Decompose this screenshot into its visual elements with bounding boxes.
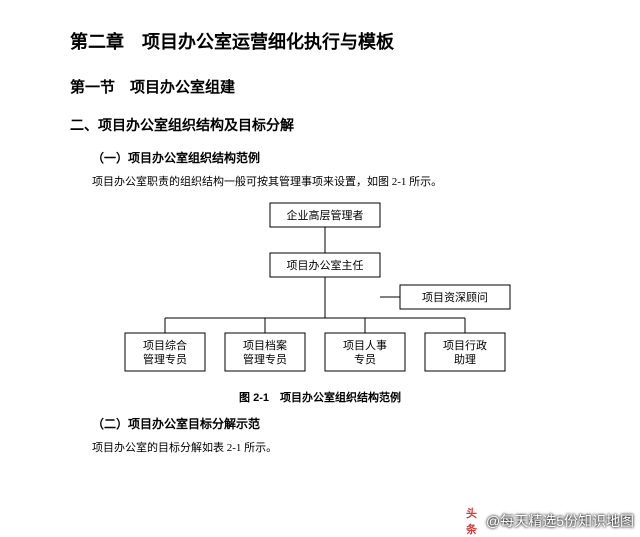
document-page: 第二章 项目办公室运营细化执行与模板 第一节 项目办公室组建 二、项目办公室组织… (0, 0, 640, 457)
svg-text:管理专员: 管理专员 (243, 352, 287, 366)
figure-caption: 图 2-1 项目办公室组织结构范例 (70, 389, 570, 405)
part1-paragraph: 项目办公室职责的组织结构一般可按其管理事项来设置，如图 2-1 所示。 (70, 174, 570, 192)
part2-heading: （二）项目办公室目标分解示范 (70, 415, 570, 432)
org-chart-svg: 企业高层管理者项目办公室主任项目资深顾问项目综合管理专员项目档案管理专员项目人事… (70, 198, 570, 378)
section-title: 第一节 项目办公室组建 (70, 76, 570, 97)
chapter-title: 第二章 项目办公室运营细化执行与模板 (70, 28, 570, 54)
watermark: 头条 @每天精选5份知识地图 (466, 511, 634, 531)
svg-text:项目档案: 项目档案 (243, 338, 287, 352)
svg-text:企业高层管理者: 企业高层管理者 (287, 208, 364, 222)
org-chart: 企业高层管理者项目办公室主任项目资深顾问项目综合管理专员项目档案管理专员项目人事… (70, 198, 570, 383)
svg-text:助理: 助理 (454, 352, 476, 366)
watermark-text: @每天精选5份知识地图 (486, 511, 634, 531)
svg-text:项目人事: 项目人事 (343, 339, 387, 352)
svg-text:专员: 专员 (354, 352, 376, 366)
svg-text:项目办公室主任: 项目办公室主任 (287, 258, 364, 272)
svg-text:项目行政: 项目行政 (443, 338, 487, 352)
svg-text:项目资深顾问: 项目资深顾问 (422, 291, 488, 304)
watermark-icon: 头条 (466, 513, 482, 529)
part1-heading: （一）项目办公室组织结构范例 (70, 149, 570, 166)
subsection-title: 二、项目办公室组织结构及目标分解 (70, 115, 570, 135)
svg-text:管理专员: 管理专员 (143, 352, 187, 366)
svg-text:项目综合: 项目综合 (143, 338, 187, 352)
part2-paragraph: 项目办公室的目标分解如表 2-1 所示。 (70, 440, 570, 458)
